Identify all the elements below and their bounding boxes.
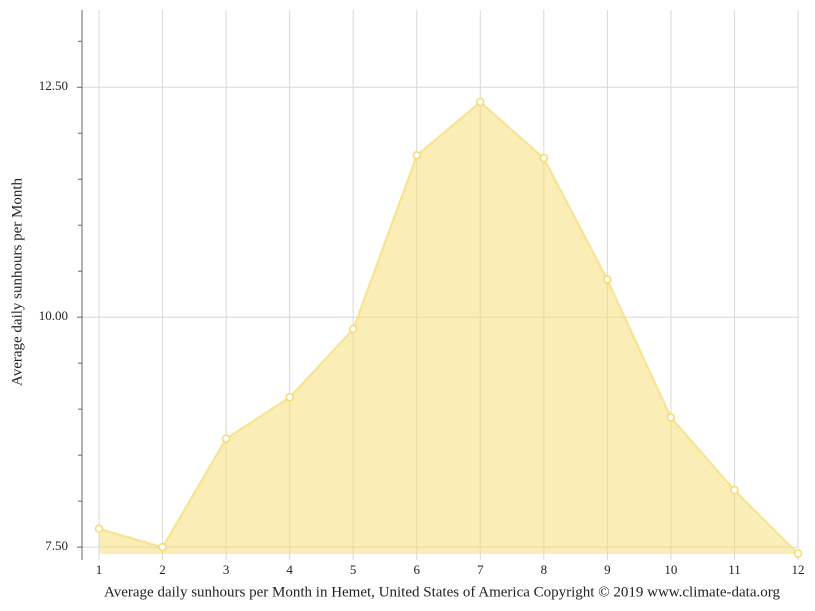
x-tick-label: 1 [96, 562, 103, 577]
point [348, 324, 358, 334]
point [539, 153, 549, 163]
point [285, 392, 294, 402]
x-tick-label: 6 [413, 562, 420, 577]
point [158, 542, 167, 552]
x-tick-label: 5 [350, 562, 357, 577]
y-tick-label: 7.50 [45, 538, 68, 553]
area [99, 101, 798, 555]
x-tick-label: 10 [664, 562, 677, 577]
point [730, 485, 739, 495]
x-tick-label: 7 [477, 562, 484, 577]
x-tick-label: 3 [223, 562, 230, 577]
x-tick-label: 12 [792, 562, 805, 577]
x-tick-label: 2 [159, 562, 166, 577]
point [476, 97, 485, 107]
x-tick-label: 11 [728, 562, 741, 577]
point [793, 549, 803, 558]
point [221, 434, 231, 443]
point [603, 275, 612, 284]
y-tick-label: 10.00 [39, 308, 68, 323]
x-tick-label: 9 [604, 562, 611, 577]
x-tick-label: 8 [541, 562, 548, 577]
x-axis-label: Average daily sunhours per Month in Heme… [104, 584, 780, 600]
line [98, 100, 799, 555]
point [666, 413, 676, 422]
point [94, 524, 104, 533]
point [412, 151, 421, 160]
y-tick-label: 12.50 [39, 78, 68, 93]
y-axis-label: Average daily sunhours per Month [9, 178, 25, 387]
x-tick-label: 4 [286, 562, 293, 577]
